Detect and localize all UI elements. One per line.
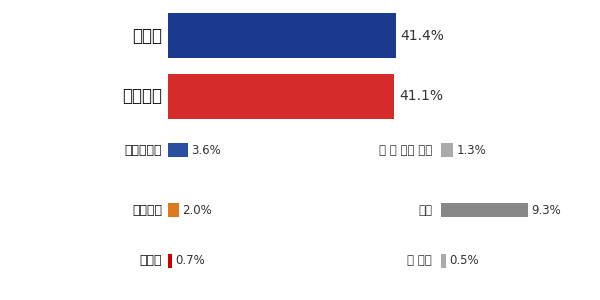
Text: 국민의힘: 국민의힘 — [122, 87, 162, 105]
Bar — [168, 203, 179, 217]
Bar — [168, 74, 394, 118]
Bar — [441, 254, 446, 268]
Text: 민주당: 민주당 — [132, 27, 162, 45]
Bar — [441, 203, 528, 217]
Bar — [168, 14, 396, 59]
Text: 41.1%: 41.1% — [399, 89, 443, 103]
Text: 3.6%: 3.6% — [191, 143, 221, 157]
Text: 0.7%: 0.7% — [175, 254, 205, 268]
Text: 개혁신당: 개혁신당 — [132, 203, 162, 217]
Text: 없음: 없음 — [418, 203, 432, 217]
Text: 9.3%: 9.3% — [532, 203, 562, 217]
Text: 조국혁신당: 조국혁신당 — [125, 143, 162, 157]
Text: 그 외 다른 정당: 그 외 다른 정당 — [379, 143, 432, 157]
Bar — [441, 143, 453, 157]
Text: 0.5%: 0.5% — [449, 254, 479, 268]
Text: 41.4%: 41.4% — [401, 29, 445, 43]
Text: 1.3%: 1.3% — [457, 143, 487, 157]
Text: 잘 모름: 잘 모름 — [407, 254, 432, 268]
Bar — [168, 254, 172, 268]
Text: 진보당: 진보당 — [139, 254, 162, 268]
Bar — [168, 143, 188, 157]
Text: 2.0%: 2.0% — [182, 203, 212, 217]
